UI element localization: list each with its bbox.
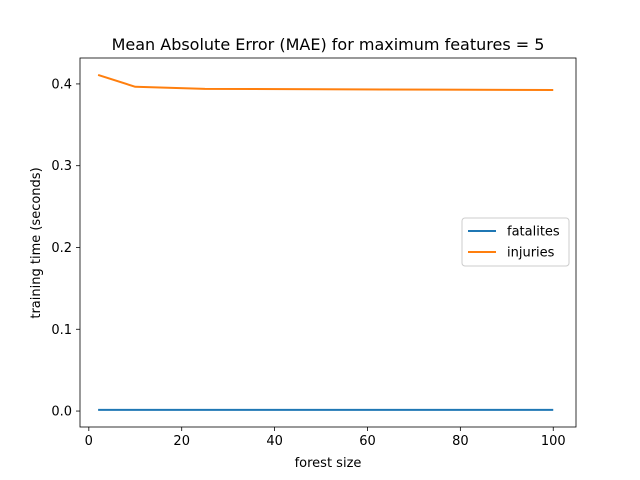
series-lines [97, 73, 554, 411]
x-tick-label: 0 [85, 434, 93, 449]
legend-label-injuries: injuries [507, 246, 555, 261]
x-tick-label: 80 [452, 434, 469, 449]
y-tick-label: 0.3 [51, 159, 72, 174]
chart-title: Mean Absolute Error (MAE) for maximum fe… [112, 35, 545, 54]
y-axis: 0.0 0.1 0.2 0.3 0.4 [51, 77, 80, 420]
y-tick-label: 0.4 [51, 77, 72, 92]
x-tick-label: 100 [541, 434, 566, 449]
x-tick-label: 20 [173, 434, 190, 449]
y-tick-label: 0.1 [51, 323, 72, 338]
x-tick-label: 40 [266, 434, 283, 449]
x-axis: 0 20 40 60 80 100 [85, 427, 566, 449]
x-tick-label: 60 [359, 434, 376, 449]
series-line-injuries [97, 73, 554, 92]
legend: fatalites injuries [461, 217, 570, 267]
axes-frame [79, 57, 577, 428]
y-tick-label: 0.0 [51, 405, 72, 420]
y-axis-label: training time (seconds) [29, 167, 44, 318]
y-tick-label: 0.2 [51, 241, 72, 256]
x-axis-label: forest size [295, 456, 362, 471]
legend-label-fatalites: fatalites [507, 225, 560, 240]
